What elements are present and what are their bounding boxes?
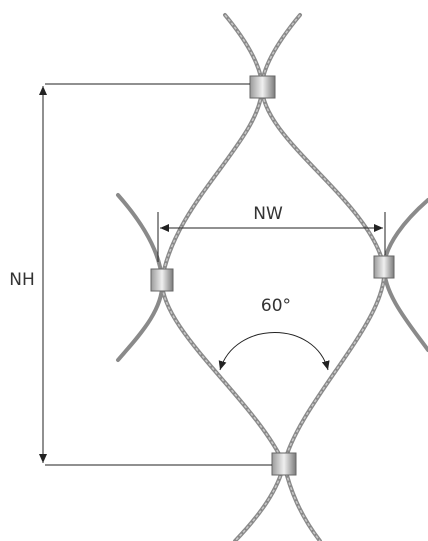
angle-label: 60°: [261, 296, 291, 316]
height-label: NH: [9, 270, 35, 290]
ferrule: [271, 452, 297, 476]
ferrule: [150, 268, 174, 292]
ferrule: [249, 75, 276, 99]
dimensions: [39, 83, 386, 466]
angle-arc: [218, 332, 330, 371]
ferrules: [150, 75, 395, 476]
ferrule: [373, 255, 395, 279]
width-label: NW: [253, 204, 283, 224]
